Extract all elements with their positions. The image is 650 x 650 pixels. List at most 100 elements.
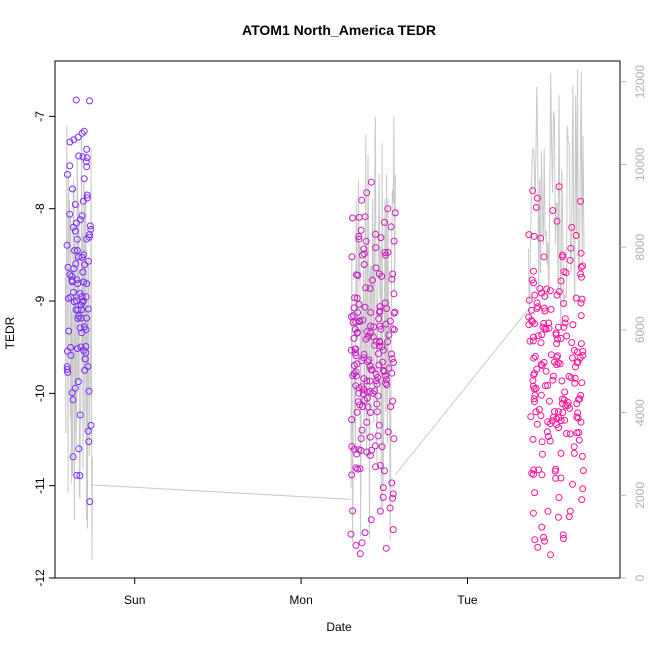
data-point: [578, 379, 586, 387]
data-point: [371, 341, 379, 349]
data-point: [374, 350, 382, 358]
data-point: [390, 237, 398, 245]
data-point: [74, 378, 82, 386]
data-point: [84, 305, 92, 313]
data-point: [82, 343, 90, 350]
data-point: [355, 389, 363, 397]
data-point: [534, 303, 542, 311]
data-point: [350, 334, 358, 342]
data-point: [557, 277, 565, 285]
data-point: [78, 293, 86, 300]
data-point: [69, 453, 77, 461]
data-point: [74, 315, 82, 322]
data-point: [358, 357, 366, 365]
data-point: [553, 361, 561, 369]
data-point: [540, 359, 548, 366]
data-point: [543, 428, 551, 436]
data-point: [359, 390, 367, 398]
data-point: [577, 299, 585, 307]
data-point: [529, 509, 537, 517]
data-point: [566, 256, 574, 264]
data-point: [390, 309, 398, 317]
data-point: [363, 418, 371, 426]
data-point: [349, 507, 357, 515]
tedr-line-segment: [64, 124, 93, 560]
data-point: [70, 298, 78, 306]
data-point: [353, 329, 361, 337]
data-point: [352, 318, 360, 326]
data-point: [533, 305, 541, 312]
data-point: [354, 465, 361, 473]
data-point: [540, 304, 548, 312]
data-point: [378, 272, 386, 280]
data-point: [353, 294, 361, 302]
data-point: [355, 235, 363, 243]
data-point: [576, 354, 584, 362]
data-point: [577, 340, 585, 348]
data-point: [532, 204, 540, 211]
data-point: [570, 443, 578, 451]
data-point: [373, 380, 381, 388]
data-point: [73, 235, 81, 243]
data-point: [387, 403, 395, 411]
data-point: [352, 352, 360, 360]
data-point: [76, 216, 84, 224]
data-point: [388, 479, 396, 487]
data-point: [376, 337, 384, 345]
data-point: [554, 335, 561, 343]
y2-tick-label: 4000: [633, 399, 647, 426]
data-point: [530, 395, 538, 403]
data-point: [359, 316, 367, 324]
data-point: [553, 421, 561, 429]
data-point: [376, 307, 384, 315]
data-point: [375, 361, 383, 369]
y2-tick-label: 0: [633, 574, 647, 581]
data-point: [554, 408, 562, 416]
data-point: [560, 300, 568, 307]
data-point: [369, 333, 377, 341]
data-point: [87, 421, 95, 429]
data-point: [361, 213, 369, 221]
y-tick-label: -10: [33, 384, 47, 402]
data-point: [76, 472, 84, 480]
data-point: [529, 435, 537, 443]
data-point: [532, 408, 540, 416]
data-point: [531, 353, 539, 360]
data-point: [78, 129, 86, 137]
data-point: [349, 372, 357, 380]
data-point: [382, 379, 390, 387]
data-point: [390, 435, 398, 443]
data-point: [75, 152, 83, 160]
data-point: [542, 367, 550, 375]
data-point: [69, 396, 77, 404]
data-point: [390, 290, 398, 298]
data-point: [566, 507, 574, 515]
data-point: [73, 345, 81, 353]
data-point: [544, 433, 552, 440]
plot-frame: [54, 60, 621, 579]
data-point: [541, 325, 549, 333]
data-point: [363, 448, 371, 456]
data-point: [568, 223, 576, 231]
data-point: [358, 426, 366, 434]
data-point: [79, 153, 87, 161]
data-point: [63, 363, 71, 371]
data-point: [388, 275, 396, 283]
data-point: [78, 212, 86, 220]
data-point: [375, 270, 383, 278]
data-point: [379, 484, 387, 492]
data-point: [69, 223, 77, 231]
data-point: [383, 376, 390, 384]
data-point: [551, 467, 559, 475]
data-point: [573, 429, 581, 437]
data-point: [363, 189, 371, 197]
data-point: [555, 494, 563, 501]
data-point: [352, 372, 360, 380]
data-point: [559, 409, 567, 416]
data-point: [531, 391, 539, 399]
data-point: [388, 355, 396, 363]
data-point: [357, 226, 365, 234]
data-point: [541, 537, 549, 545]
data-point: [81, 366, 89, 374]
data-point: [67, 293, 75, 301]
